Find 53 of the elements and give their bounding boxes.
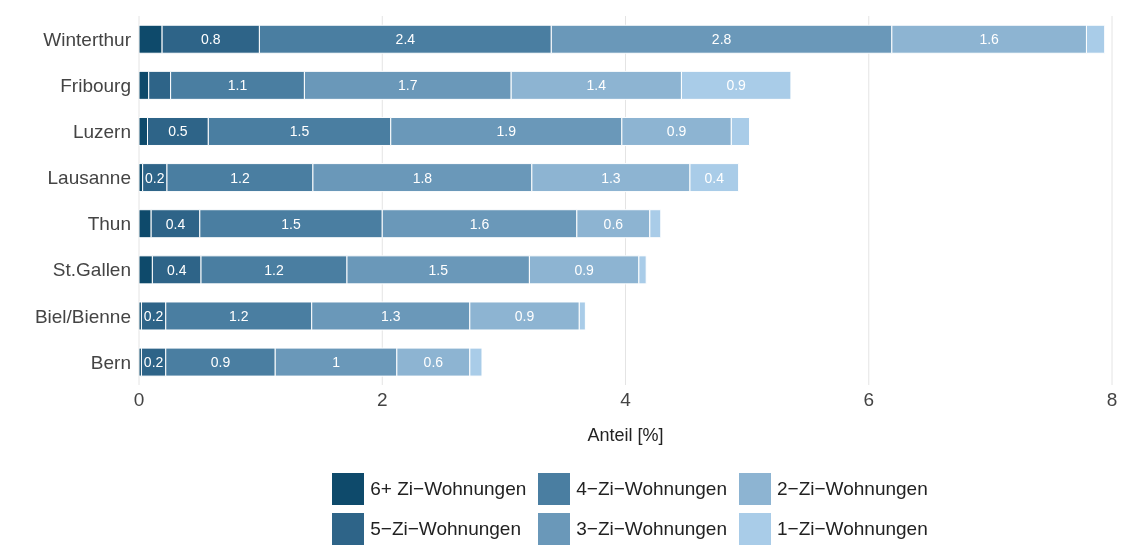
data-label: 0.2	[143, 354, 164, 371]
x-tick-label: 0	[133, 389, 145, 411]
data-label: 1.6	[979, 31, 1000, 48]
data-label: 1.4	[586, 77, 607, 94]
data-label: 1.2	[229, 307, 249, 324]
legend-label: 5−Zi−Wohnungen	[370, 518, 521, 540]
data-label: 0.8	[201, 31, 221, 48]
data-label: 0.9	[514, 307, 535, 324]
y-tick-label: Biel/Bienne	[34, 305, 131, 327]
data-label: 0.2	[143, 307, 164, 324]
data-label: 1.2	[264, 261, 284, 278]
data-label: 0.4	[165, 215, 186, 232]
x-tick-label: 4	[620, 389, 632, 411]
data-label: 1.3	[601, 169, 621, 186]
data-label: 2.8	[711, 31, 732, 48]
x-axis-title: Anteil [%]	[587, 425, 664, 445]
data-label: 1.8	[412, 169, 433, 186]
data-label: 1.9	[496, 123, 517, 140]
legend-label: 6+ Zi−Wohnungen	[370, 478, 527, 500]
x-tick-label: 2	[376, 389, 388, 411]
y-tick-label: Bern	[90, 351, 131, 373]
data-label: 0.9	[574, 261, 595, 278]
x-tick-label: 6	[863, 389, 875, 411]
data-label: 1.2	[230, 169, 250, 186]
data-label: 0.4	[166, 261, 187, 278]
data-label: 0.9	[666, 123, 687, 140]
data-label: 1	[332, 354, 341, 371]
data-label: 1.7	[398, 77, 418, 94]
legend-label: 3−Zi−Wohnungen	[576, 518, 727, 540]
data-label: 1.3	[381, 307, 401, 324]
data-label: 2.4	[395, 31, 416, 48]
data-label: 0.9	[210, 354, 231, 371]
data-label: 1.1	[227, 77, 248, 94]
y-tick-label: Luzern	[72, 121, 131, 143]
legend-label: 4−Zi−Wohnungen	[576, 478, 727, 500]
data-label: 1.5	[289, 123, 310, 140]
data-label: 0.9	[726, 77, 747, 94]
y-tick-label: Lausanne	[47, 167, 131, 189]
data-label: 1.6	[469, 215, 490, 232]
y-tick-label: Thun	[87, 213, 131, 235]
y-tick-label: Winterthur	[43, 28, 132, 50]
data-label: 0.6	[423, 354, 444, 371]
data-label: 1.5	[281, 215, 301, 232]
data-label: 1.5	[428, 261, 449, 278]
y-tick-label: Fribourg	[60, 74, 131, 96]
y-tick-label: St.Gallen	[52, 259, 131, 281]
data-label: 0.2	[145, 169, 165, 186]
data-label: 0.6	[603, 215, 624, 232]
data-label: 0.5	[168, 123, 188, 140]
legend-label: 1−Zi−Wohnungen	[777, 518, 928, 540]
legend-label: 2−Zi−Wohnungen	[777, 478, 928, 500]
x-tick-label: 8	[1106, 389, 1118, 411]
data-label: 0.4	[704, 169, 725, 186]
